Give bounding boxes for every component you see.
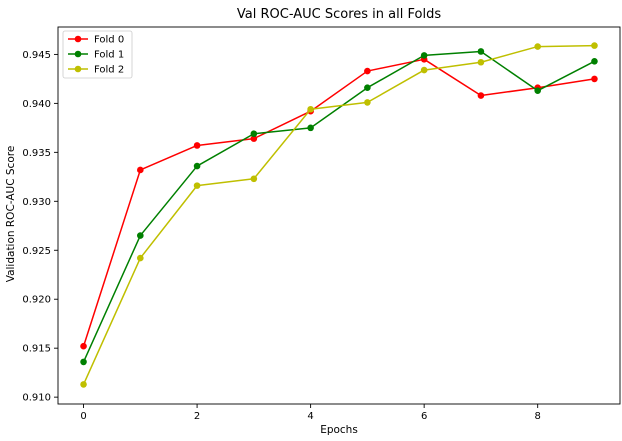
data-point xyxy=(137,254,144,262)
data-point xyxy=(364,99,371,106)
legend-label: Fold 2 xyxy=(94,65,124,76)
chart-title: Val ROC-AUC Scores in all Folds xyxy=(237,7,441,22)
data-point xyxy=(534,43,541,50)
data-point xyxy=(477,92,485,99)
data-point xyxy=(477,48,485,55)
x-axis-ticks: 0 2 4 6 8 xyxy=(80,404,541,422)
data-point xyxy=(364,84,371,92)
data-point xyxy=(137,232,144,239)
data-point xyxy=(250,175,258,183)
data-point xyxy=(591,75,598,83)
legend-entries: Fold 0 Fold 1 Fold 2 xyxy=(68,35,124,76)
data-point xyxy=(80,342,87,350)
series-line xyxy=(82,58,595,347)
data-point xyxy=(80,358,87,366)
data-point xyxy=(193,182,201,189)
legend: Fold 0 Fold 1 Fold 2 xyxy=(62,30,133,79)
legend-marker xyxy=(74,35,82,43)
y-tick-label: 0.910 xyxy=(22,393,51,404)
x-tick-label: 6 xyxy=(421,411,427,422)
data-point xyxy=(534,87,541,94)
y-tick-label: 0.915 xyxy=(22,344,51,355)
x-tick-label: 0 xyxy=(80,411,86,422)
y-tick-label: 0.925 xyxy=(22,246,51,257)
data-point xyxy=(193,162,201,170)
series-0 xyxy=(80,56,598,350)
x-tick-label: 4 xyxy=(307,411,313,422)
plot-area xyxy=(57,26,621,405)
series-line xyxy=(82,44,595,385)
data-point xyxy=(250,135,258,142)
legend-marker xyxy=(74,65,82,73)
legend-frame xyxy=(62,30,133,79)
data-point xyxy=(477,58,485,66)
data-point xyxy=(307,124,314,132)
y-axis-label: Validation ROC-AUC Score xyxy=(5,146,17,283)
series-line xyxy=(82,50,595,363)
y-axis-ticks: 0.910 0.915 0.920 0.925 0.930 0.935 0.940 0.945 xyxy=(22,50,58,404)
y-tick-label: 0.940 xyxy=(22,99,51,110)
x-axis-label: Epochs xyxy=(320,424,358,436)
data-point xyxy=(80,381,87,388)
legend-label: Fold 0 xyxy=(94,35,124,46)
data-point xyxy=(307,105,314,113)
y-tick-label: 0.920 xyxy=(22,295,51,306)
x-tick-label: 2 xyxy=(194,411,200,422)
legend-marker xyxy=(74,50,82,58)
data-point xyxy=(420,66,428,74)
legend-label: Fold 1 xyxy=(94,50,124,61)
series-2 xyxy=(80,42,598,388)
data-point xyxy=(364,67,371,75)
y-tick-label: 0.930 xyxy=(22,197,51,208)
data-point xyxy=(137,166,144,174)
x-tick-label: 8 xyxy=(534,411,540,422)
data-point xyxy=(193,142,201,149)
series-1 xyxy=(80,48,598,366)
data-point xyxy=(420,52,428,59)
data-point xyxy=(591,42,598,49)
series-layer xyxy=(80,42,598,388)
data-point xyxy=(591,57,598,65)
y-tick-label: 0.945 xyxy=(22,50,51,61)
data-point xyxy=(250,130,258,138)
y-tick-label: 0.935 xyxy=(22,148,51,159)
